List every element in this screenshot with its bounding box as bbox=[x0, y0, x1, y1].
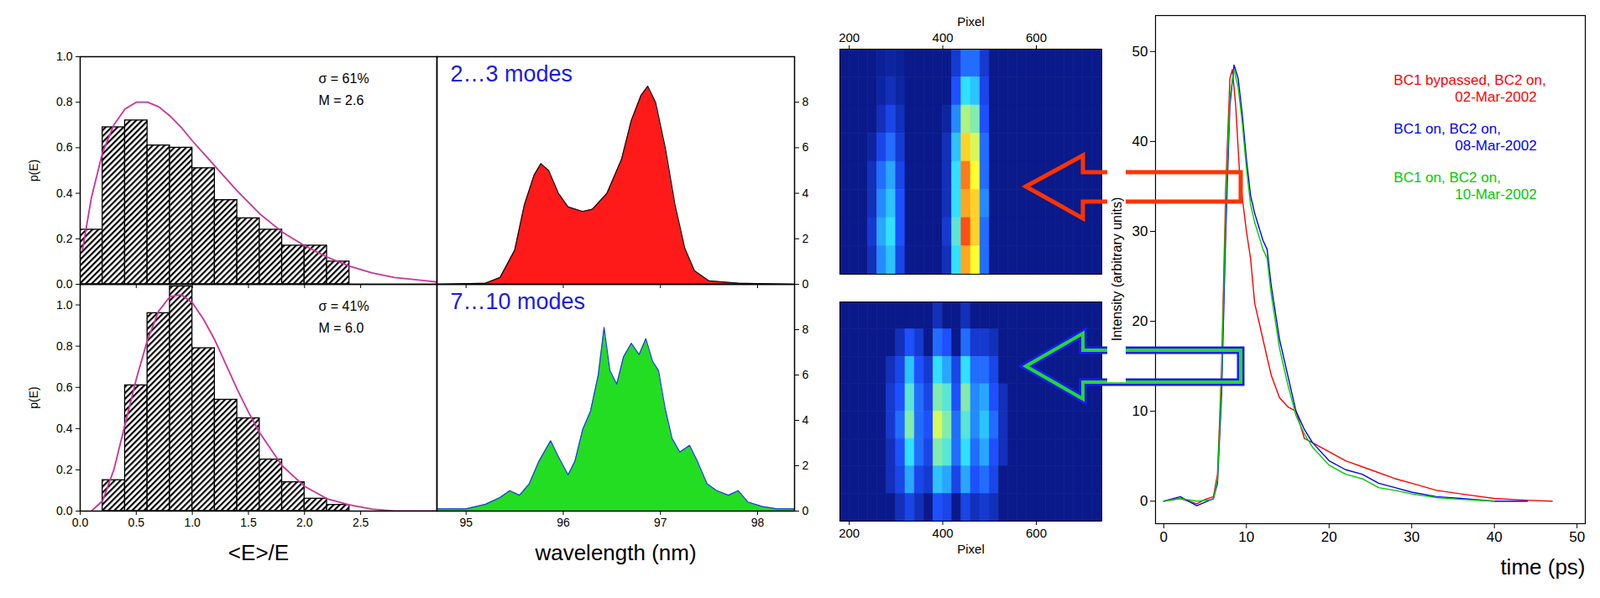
svg-text:97: 97 bbox=[653, 515, 668, 529]
svg-text:400: 400 bbox=[932, 30, 954, 45]
svg-text:1.0: 1.0 bbox=[183, 515, 201, 529]
svg-text:BC1 bypassed, BC2 on,: BC1 bypassed, BC2 on, bbox=[1393, 72, 1546, 89]
svg-text:200: 200 bbox=[838, 30, 860, 45]
svg-text:0.6: 0.6 bbox=[56, 140, 74, 154]
svg-text:08-Mar-2002: 08-Mar-2002 bbox=[1454, 137, 1537, 154]
svg-text:7…10 modes: 7…10 modes bbox=[450, 288, 586, 314]
svg-text:2.5: 2.5 bbox=[352, 515, 370, 529]
svg-text:200: 200 bbox=[838, 525, 860, 540]
svg-text:8: 8 bbox=[802, 94, 810, 109]
svg-text:0.4: 0.4 bbox=[56, 186, 74, 200]
svg-text:M = 2.6: M = 2.6 bbox=[318, 93, 365, 108]
svg-text:0.8: 0.8 bbox=[56, 94, 74, 109]
svg-text:0.0: 0.0 bbox=[56, 277, 74, 291]
svg-text:0: 0 bbox=[1139, 492, 1148, 509]
svg-text:600: 600 bbox=[1025, 30, 1047, 45]
svg-text:2…3 modes: 2…3 modes bbox=[450, 61, 574, 87]
svg-text:10-Mar-2002: 10-Mar-2002 bbox=[1454, 186, 1537, 203]
svg-text:0: 0 bbox=[1160, 528, 1168, 545]
svg-text:400: 400 bbox=[932, 525, 954, 540]
svg-text:98: 98 bbox=[751, 515, 765, 529]
svg-text:1.0: 1.0 bbox=[56, 298, 74, 312]
svg-text:<E>/E: <E>/E bbox=[228, 539, 289, 565]
svg-text:4: 4 bbox=[802, 413, 810, 427]
svg-text:30: 30 bbox=[1403, 528, 1420, 545]
svg-text:96: 96 bbox=[556, 515, 570, 529]
svg-text:Pixel: Pixel bbox=[956, 541, 985, 556]
svg-text:Pixel: Pixel bbox=[956, 14, 985, 29]
svg-text:σ = 61%: σ = 61% bbox=[318, 71, 370, 86]
svg-text:wavelength (nm): wavelength (nm) bbox=[533, 539, 696, 565]
svg-text:50: 50 bbox=[1132, 43, 1149, 60]
svg-text:40: 40 bbox=[1132, 133, 1149, 150]
svg-text:6: 6 bbox=[802, 367, 810, 382]
svg-text:6: 6 bbox=[802, 140, 810, 154]
svg-text:2: 2 bbox=[802, 231, 810, 246]
svg-text:2: 2 bbox=[802, 458, 810, 472]
svg-text:02-Mar-2002: 02-Mar-2002 bbox=[1454, 88, 1537, 105]
svg-text:0.2: 0.2 bbox=[56, 462, 74, 476]
svg-text:σ = 41%: σ = 41% bbox=[318, 298, 370, 314]
svg-text:20: 20 bbox=[1132, 313, 1149, 330]
svg-text:p(E): p(E) bbox=[26, 386, 41, 408]
svg-text:p(E): p(E) bbox=[26, 159, 41, 182]
svg-text:600: 600 bbox=[1025, 525, 1047, 540]
svg-text:1.5: 1.5 bbox=[240, 515, 257, 529]
svg-text:0.8: 0.8 bbox=[56, 339, 74, 353]
svg-text:BC1 on, BC2 on,: BC1 on, BC2 on, bbox=[1393, 120, 1501, 137]
svg-text:20: 20 bbox=[1321, 528, 1338, 545]
svg-text:time (ps): time (ps) bbox=[1500, 554, 1585, 580]
svg-text:0.0: 0.0 bbox=[56, 503, 74, 518]
svg-text:40: 40 bbox=[1486, 528, 1503, 545]
svg-text:4: 4 bbox=[802, 186, 810, 200]
svg-text:0.4: 0.4 bbox=[56, 421, 74, 435]
svg-text:0: 0 bbox=[802, 277, 810, 291]
svg-text:BC1 on, BC2 on,: BC1 on, BC2 on, bbox=[1393, 169, 1501, 186]
svg-text:2.0: 2.0 bbox=[296, 515, 314, 529]
svg-text:0.5: 0.5 bbox=[128, 515, 146, 529]
svg-text:0: 0 bbox=[802, 503, 810, 518]
svg-text:Intensity (arbitrary units): Intensity (arbitrary units) bbox=[1109, 197, 1125, 342]
svg-text:0.2: 0.2 bbox=[56, 231, 74, 246]
svg-text:1.0: 1.0 bbox=[56, 49, 74, 63]
svg-text:10: 10 bbox=[1238, 528, 1255, 545]
svg-text:8: 8 bbox=[802, 322, 810, 336]
svg-text:30: 30 bbox=[1132, 223, 1149, 240]
svg-text:95: 95 bbox=[459, 515, 473, 529]
svg-text:0.0: 0.0 bbox=[72, 515, 89, 529]
svg-text:50: 50 bbox=[1568, 528, 1585, 545]
svg-text:M = 6.0: M = 6.0 bbox=[318, 320, 365, 335]
svg-text:10: 10 bbox=[1132, 402, 1149, 419]
svg-text:0.6: 0.6 bbox=[56, 380, 74, 394]
